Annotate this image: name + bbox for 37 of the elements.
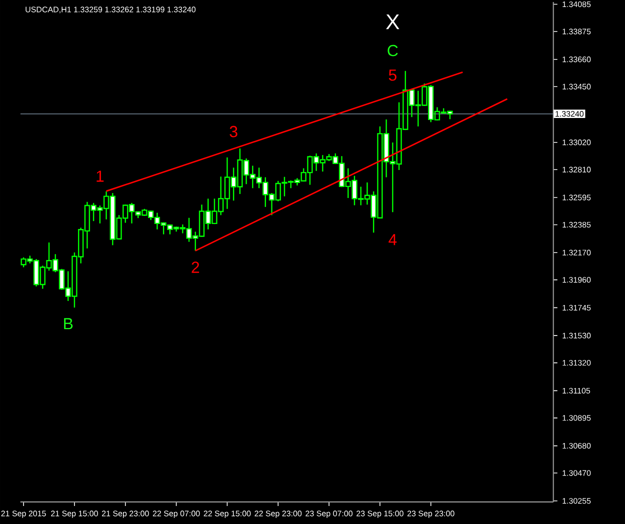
y-tick-label: 1.32385 (562, 222, 591, 228)
y-tick-label: 1.33020 (562, 140, 591, 146)
x-tick-label: 23 Sep 15:00 (356, 510, 404, 518)
y-tick-label: 1.32170 (562, 250, 591, 256)
y-tick-label: 1.31530 (562, 332, 591, 338)
annotation: B (64, 318, 73, 330)
x-tick-label: 21 Sep 23:00 (102, 510, 149, 518)
y-tick-label: 1.33660 (562, 56, 591, 62)
x-tick-label: 22 Sep 15:00 (204, 510, 251, 518)
y-tick-label: 1.34085 (562, 1, 591, 8)
y-tick-label: 1.30895 (562, 415, 591, 421)
x-tick-label: 22 Sep 23:00 (254, 510, 302, 518)
ref-line-label: 1.33240 (556, 111, 584, 117)
y-tick-label: 1.30470 (562, 470, 591, 476)
x-tick-label: 23 Sep 07:00 (306, 510, 353, 518)
y-tick-label: 1.32810 (562, 166, 591, 172)
x-tick-label: 21 Sep 15:00 (51, 510, 98, 518)
y-tick-label: 1.33450 (562, 84, 591, 90)
y-tick-label: 1.31320 (562, 360, 591, 366)
y-tick-label: 1.31105 (562, 388, 590, 394)
x-tick-label: 23 Sep 23:00 (407, 510, 454, 518)
y-tick-label: 1.30255 (562, 498, 591, 504)
annotation: 1 (96, 170, 104, 182)
text: USDCAD,H1 1.33259 1.33262 1.33199 1.33240 (26, 6, 196, 14)
annotation: 3 (230, 126, 238, 138)
y-tick-label: 1.30680 (562, 442, 591, 449)
annotation: 2 (192, 262, 200, 273)
annotation: C (388, 44, 398, 56)
x-tick-label: 21 Sep 2015 (1, 510, 46, 518)
annotation: 4 (388, 234, 397, 246)
y-tick-label: 1.31960 (562, 276, 591, 283)
y-tick-label: 1.33875 (562, 28, 591, 34)
y-tick-label: 1.31745 (562, 304, 591, 311)
annotation: X (386, 14, 400, 30)
y-tick-label: 1.32595 (562, 194, 591, 200)
x-tick-label: 22 Sep 07:00 (152, 510, 200, 518)
annotation: 5 (388, 70, 396, 81)
